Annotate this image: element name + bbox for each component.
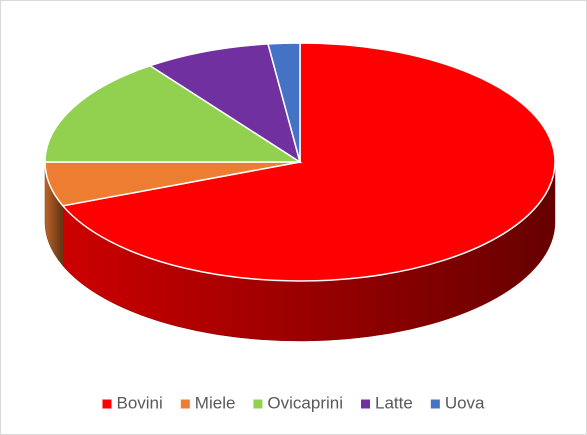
pie-tops: [44, 42, 556, 282]
legend-marker: [361, 399, 371, 409]
legend-label: Uova: [445, 393, 485, 412]
legend-marker: [430, 399, 440, 409]
pie-slice: [267, 42, 301, 163]
pie-slice: [44, 64, 303, 163]
legend: Bovini Miele Ovicaprini Latte Uova: [102, 393, 485, 412]
legend-marker: [180, 399, 190, 409]
legend-marker: [253, 399, 263, 409]
legend-label: Ovicaprini: [267, 393, 343, 412]
legend-label: Latte: [375, 393, 413, 412]
pie-slice: [61, 42, 556, 282]
pie-slice: [148, 43, 302, 164]
legend-marker: [102, 399, 112, 409]
legend-label: Bovini: [116, 393, 162, 412]
legend-label: Miele: [195, 393, 236, 412]
